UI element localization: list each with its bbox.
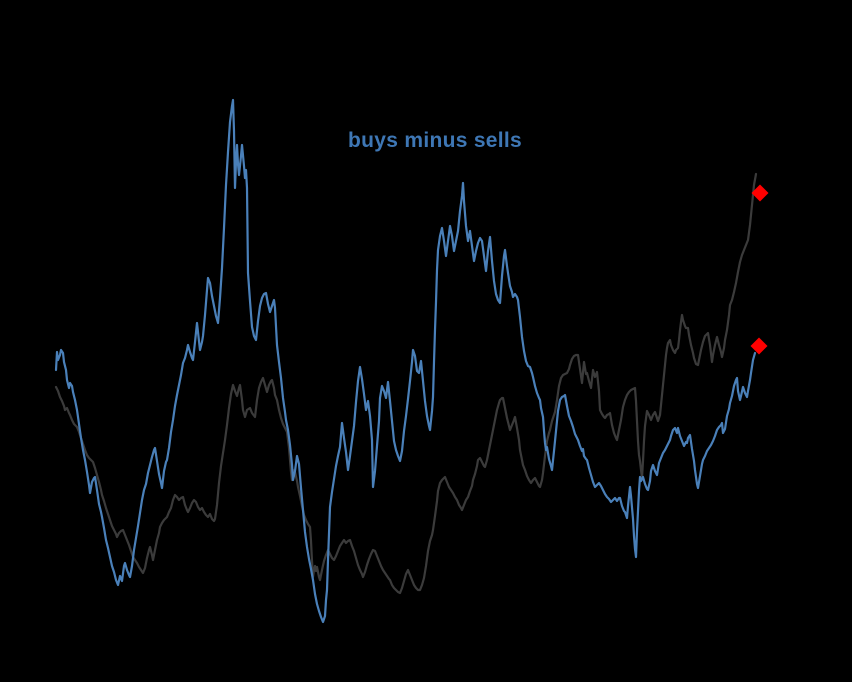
end-marker-diamond-buys_minus_sells	[750, 337, 768, 355]
series-line-buys_minus_sells	[54, 98, 757, 624]
series-line-dark	[54, 172, 758, 595]
series-label-buys-minus-sells: buys minus sells	[348, 129, 523, 152]
end-marker-diamond-dark	[751, 184, 769, 202]
